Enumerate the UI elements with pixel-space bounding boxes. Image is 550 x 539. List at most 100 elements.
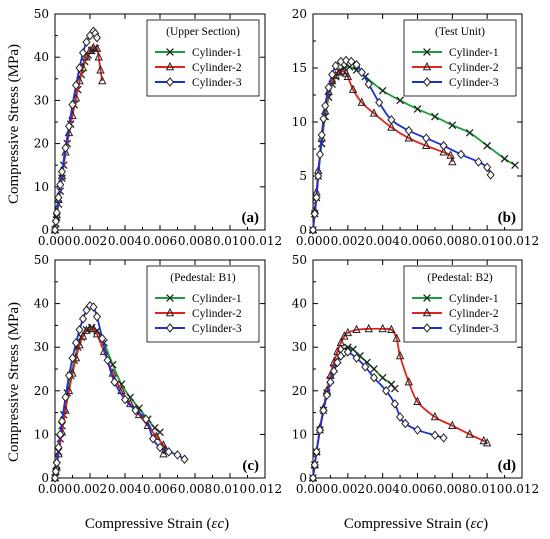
data-point xyxy=(352,353,361,363)
data-point xyxy=(404,376,414,386)
series-cylinder-3 xyxy=(50,301,189,483)
data-point xyxy=(456,149,466,160)
data-point xyxy=(92,329,102,338)
x-tick-label: 0.010 xyxy=(213,234,247,248)
y-tick-label: 10 xyxy=(292,427,307,441)
legend-label: Cylinder-3 xyxy=(192,323,242,335)
data-point xyxy=(336,337,346,347)
data-point xyxy=(89,323,98,333)
x-axis-label-left: Compressive Strain (εc) xyxy=(85,516,229,532)
data-point xyxy=(387,122,396,131)
data-point xyxy=(431,112,439,121)
data-point xyxy=(54,192,63,203)
x-tick-label: 0.012 xyxy=(248,482,282,496)
legend: (Pedestal: B2) Cylinder-1 Cylinder-2 Cylind… xyxy=(403,265,517,343)
data-point xyxy=(312,447,321,457)
data-point xyxy=(396,412,405,422)
data-point xyxy=(322,390,331,400)
chart-panel-4: 0.000 0.002 0.004 0.006 0.008 0.010 0.012 0 10 20… xyxy=(292,253,539,496)
panel-label: (a) xyxy=(242,210,260,226)
legend-marker xyxy=(423,294,431,302)
data-point xyxy=(103,355,112,366)
y-tick-label: 40 xyxy=(34,297,49,311)
data-point xyxy=(382,386,391,396)
x-tick-label: 0.002 xyxy=(331,482,365,496)
panel-label: (d) xyxy=(498,458,516,474)
data-point xyxy=(369,108,379,117)
panel-label: (b) xyxy=(498,210,516,226)
series-cylinder-2 xyxy=(50,323,170,482)
data-point xyxy=(439,433,448,443)
data-point xyxy=(378,86,387,95)
data-point xyxy=(312,192,321,203)
y-axis-label-top: Compressive Stress (MPa) xyxy=(6,44,22,204)
x-tick-label: 0.004 xyxy=(365,482,400,496)
x-tick-label: 0.010 xyxy=(470,482,504,496)
y-tick-label: 10 xyxy=(292,115,307,129)
y-tick-label: 0 xyxy=(299,223,307,237)
data-point xyxy=(331,61,340,71)
data-point xyxy=(92,43,102,52)
data-point xyxy=(159,448,168,458)
x-tick-label: 0.000 xyxy=(296,234,330,248)
y-tick-label: 0 xyxy=(41,471,49,485)
series-line xyxy=(54,30,98,231)
data-point xyxy=(52,457,61,468)
legend-marker xyxy=(422,77,432,87)
data-point xyxy=(155,442,165,453)
legend-label: Cylinder-2 xyxy=(449,308,499,320)
data-point xyxy=(413,396,422,405)
data-point xyxy=(319,113,328,124)
legend-marker xyxy=(166,294,174,302)
y-tick-label: 30 xyxy=(292,340,307,354)
data-point xyxy=(317,130,326,140)
legend-box xyxy=(403,19,517,97)
legend-label: Cylinder-1 xyxy=(192,47,242,59)
data-point xyxy=(61,392,70,403)
y-tick-label: 0 xyxy=(41,223,49,237)
y-tick-label: 40 xyxy=(34,50,49,64)
legend-box xyxy=(146,19,260,97)
legend-marker xyxy=(422,323,432,333)
series-cylinder-3 xyxy=(308,55,495,235)
data-point xyxy=(57,170,67,180)
legend-marker xyxy=(165,307,175,317)
x-tick-label: 0.008 xyxy=(178,234,212,248)
series-cylinder-3 xyxy=(50,26,102,235)
legend: (Pedestal: B1) Cylinder-1 Cylinder-2 Cylind… xyxy=(146,265,260,343)
y-tick-label: 50 xyxy=(34,7,49,21)
legend-box xyxy=(403,265,517,343)
y-tick-label: 20 xyxy=(34,137,49,151)
legend-marker xyxy=(165,77,175,87)
legend-label: Cylinder-2 xyxy=(192,308,242,320)
data-point xyxy=(319,405,328,416)
data-point xyxy=(57,416,67,427)
data-point xyxy=(54,448,63,458)
series-line xyxy=(54,326,161,479)
data-point xyxy=(143,420,152,429)
x-tick-label: 0.010 xyxy=(213,482,247,496)
x-tick-label: 0.000 xyxy=(296,482,330,496)
x-tick-label: 0.000 xyxy=(38,482,72,496)
x-tick-label: 0.012 xyxy=(505,234,539,248)
data-point xyxy=(342,55,351,66)
legend-title: (Pedestal: B1) xyxy=(170,272,236,284)
data-point xyxy=(338,66,347,75)
legend-title: (Upper Section) xyxy=(166,26,240,38)
data-point xyxy=(329,366,338,376)
data-point xyxy=(370,365,378,373)
y-tick-label: 30 xyxy=(34,340,49,354)
data-point xyxy=(483,162,492,173)
data-point xyxy=(75,63,84,73)
y-tick-label: 0 xyxy=(299,471,307,485)
data-point xyxy=(164,447,173,457)
data-point xyxy=(82,325,91,334)
data-point xyxy=(50,225,60,235)
legend-title: (Pedestal: B2) xyxy=(427,272,493,284)
data-point xyxy=(320,106,330,115)
y-tick-label: 15 xyxy=(292,61,307,75)
x-tick-label: 0.008 xyxy=(435,234,469,248)
chart-panel-2: 0.000 0.002 0.004 0.006 0.008 0.010 0.012 0 5 10 1… xyxy=(292,7,539,248)
series-cylinder-3 xyxy=(308,347,448,483)
